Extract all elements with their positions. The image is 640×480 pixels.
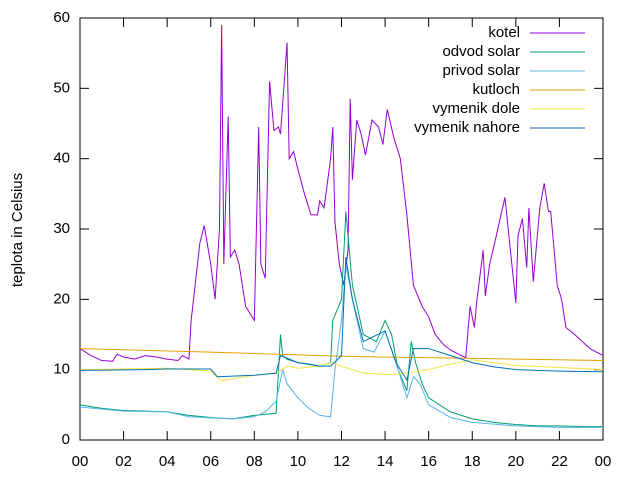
- x-tick-label: 00: [72, 453, 89, 470]
- y-tick-label: 10: [53, 361, 70, 378]
- series-line: [79, 348, 604, 362]
- y-tick-label: 30: [53, 220, 70, 237]
- legend-label: vymenik nahore: [414, 119, 520, 136]
- x-tick-label: 00: [595, 453, 612, 470]
- y-tick-label: 60: [53, 9, 70, 26]
- x-tick-label: 16: [420, 453, 437, 470]
- y-tick-label: 20: [53, 290, 70, 307]
- x-tick-label: 22: [551, 453, 568, 470]
- x-tick-label: 12: [333, 453, 350, 470]
- series-line: [79, 264, 603, 428]
- x-tick-label: 18: [464, 453, 481, 470]
- x-tick-label: 14: [377, 453, 394, 470]
- x-tick-label: 08: [246, 453, 263, 470]
- y-tick-label: 50: [53, 79, 70, 96]
- y-axis-label: teplota in Celsius: [9, 173, 26, 287]
- x-tick-label: 20: [507, 453, 524, 470]
- series-line: [79, 257, 604, 382]
- series-line: [79, 25, 604, 362]
- x-tick-label: 04: [159, 453, 176, 470]
- x-tick-label: 02: [115, 453, 132, 470]
- plot-frame: [79, 17, 604, 441]
- legend-label: kotel: [488, 24, 520, 41]
- legend-label: privod solar: [442, 62, 520, 79]
- legend-label: kutloch: [472, 81, 520, 98]
- y-tick-label: 40: [53, 150, 70, 167]
- x-tick-label: 10: [290, 453, 307, 470]
- legend-label: odvod solar: [442, 43, 520, 60]
- y-tick-label: 0: [62, 431, 70, 448]
- legend-label: vymenik dole: [432, 100, 520, 117]
- series-line: [79, 359, 604, 382]
- x-tick-label: 06: [202, 453, 219, 470]
